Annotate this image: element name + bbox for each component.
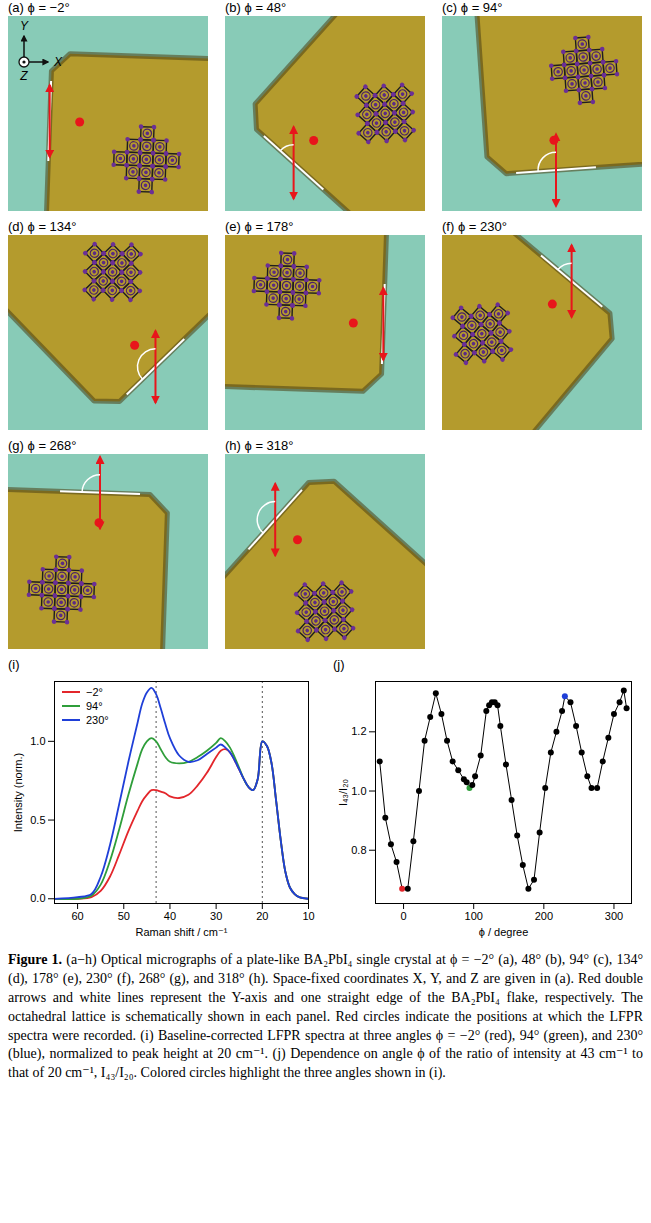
html-text:(a) ϕ = −2°: (a) ϕ = −2° [8, 0, 70, 15]
svg-text:30: 30 [210, 910, 222, 922]
svg-text:60: 60 [71, 910, 83, 922]
svg-text:0.0: 0.0 [30, 892, 45, 904]
html-text:−2°: −2° [86, 686, 103, 698]
html-text:(i): (i) [8, 657, 20, 672]
svg-text:I₄₃/I₂₀: I₄₃/I₂₀ [337, 779, 349, 806]
svg-text:Y: Y [20, 19, 29, 33]
svg-text:ϕ / degree: ϕ / degree [479, 926, 529, 938]
svg-text:Z: Z [19, 69, 28, 83]
svg-text:50: 50 [118, 910, 130, 922]
svg-text:300: 300 [605, 910, 623, 922]
svg-text:Intensity (norm.): Intensity (norm.) [12, 753, 24, 832]
html-text:(f) ϕ = 230°: (f) ϕ = 230° [442, 219, 507, 234]
html-text:(e) ϕ = 178°: (e) ϕ = 178° [225, 219, 294, 234]
svg-text:200: 200 [535, 910, 553, 922]
svg-text:100: 100 [465, 910, 483, 922]
svg-text:1.0: 1.0 [30, 735, 45, 747]
svg-text:1.2: 1.2 [351, 725, 366, 737]
svg-text:Raman shift / cm⁻¹: Raman shift / cm⁻¹ [136, 926, 228, 938]
html-text:94°: 94° [86, 700, 103, 712]
html-text:(j): (j) [333, 657, 345, 672]
html-text:Figure 1. (a−h) Optical microg: Figure 1. (a−h) Optical micrographs of a… [8, 952, 643, 1081]
svg-text:0.5: 0.5 [30, 814, 45, 826]
svg-text:1.0: 1.0 [351, 785, 366, 797]
svg-text:10: 10 [302, 910, 314, 922]
html-text:(d) ϕ = 134°: (d) ϕ = 134° [8, 219, 77, 234]
svg-text:40: 40 [164, 910, 176, 922]
svg-text:0.8: 0.8 [351, 844, 366, 856]
svg-text:X: X [53, 55, 63, 69]
html-text:(b) ϕ = 48°: (b) ϕ = 48° [225, 0, 287, 15]
html-text:(g) ϕ = 268°: (g) ϕ = 268° [8, 438, 77, 453]
svg-text:20: 20 [256, 910, 268, 922]
html-text:(c) ϕ = 94°: (c) ϕ = 94° [442, 0, 503, 15]
html-text:(h) ϕ = 318°: (h) ϕ = 318° [225, 438, 294, 453]
html-text:230°: 230° [86, 714, 109, 726]
svg-text:0: 0 [400, 910, 406, 922]
